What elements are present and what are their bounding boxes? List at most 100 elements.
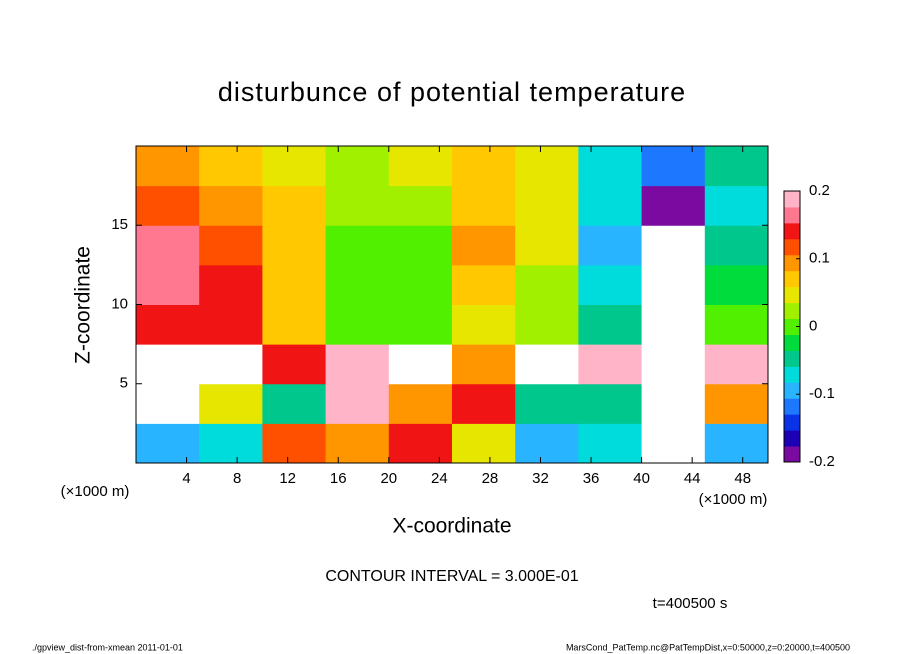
heatmap-cell: [452, 423, 516, 464]
heatmap-cell: [578, 225, 643, 266]
heatmap: [136, 146, 769, 464]
y-unit: (×1000 m): [61, 483, 130, 500]
colorbar-segment: [784, 398, 800, 415]
heatmap-cell: [388, 304, 453, 345]
heatmap-cell: [388, 423, 453, 464]
heatmap-cell: [515, 146, 579, 187]
x-tick-label: 32: [532, 470, 549, 487]
heatmap-cell: [704, 344, 769, 385]
heatmap-cell: [641, 264, 706, 305]
heatmap-cell: [641, 146, 706, 187]
colorbar-segment: [784, 270, 800, 288]
colorbar-segment: [784, 430, 800, 447]
footer-right: MarsCond_PatTemp.nc@PatTempDist,x=0:5000…: [566, 642, 850, 652]
heatmap-cell: [136, 423, 200, 464]
heatmap-cell: [199, 146, 263, 187]
heatmap-cell: [704, 185, 769, 226]
heatmap-cell: [388, 264, 453, 305]
x-axis-title: X-coordinate: [392, 515, 511, 538]
footer-left: ./gpview_dist-from-xmean 2011-01-01: [32, 642, 183, 652]
heatmap-cell: [452, 304, 516, 345]
heatmap-cell: [262, 225, 327, 266]
heatmap-cell: [452, 225, 516, 266]
colorbar-segment: [784, 334, 800, 351]
heatmap-cell: [641, 423, 706, 464]
heatmap-cell: [199, 185, 263, 226]
heatmap-cell: [136, 383, 200, 424]
colorbar-segment: [784, 191, 800, 208]
heatmap-cell: [262, 344, 327, 385]
heatmap-cell: [136, 185, 200, 226]
time-note: t=400500 s: [653, 595, 728, 612]
heatmap-cell: [704, 225, 769, 266]
colorbar-tick-label: 0: [809, 317, 817, 334]
x-tick-label: 24: [431, 470, 448, 487]
colorbar-segment: [784, 414, 800, 431]
heatmap-cell: [578, 383, 643, 424]
colorbar-tick-label: 0.2: [809, 182, 830, 199]
heatmap-cell: [325, 383, 390, 424]
heatmap-cell: [262, 423, 327, 464]
heatmap-cell: [136, 225, 200, 266]
heatmap-cell: [452, 383, 516, 424]
heatmap-cell: [578, 423, 643, 464]
x-tick-label: 44: [684, 470, 701, 487]
colorbar-segment: [784, 206, 800, 224]
heatmap-cell: [325, 185, 390, 226]
x-tick-label: 4: [182, 470, 190, 487]
y-tick-label: 15: [111, 216, 128, 233]
heatmap-cell: [452, 185, 516, 226]
colorbar-tick-label: -0.2: [809, 453, 835, 470]
heatmap-cell: [704, 304, 769, 345]
heatmap-cell: [704, 146, 769, 187]
colorbar-tick-label: -0.1: [809, 385, 835, 402]
heatmap-cell: [641, 304, 706, 345]
heatmap-cell: [641, 383, 706, 424]
heatmap-cell: [515, 304, 579, 345]
heatmap-cell: [452, 264, 516, 305]
heatmap-cell: [452, 146, 516, 187]
heatmap-cell: [641, 344, 706, 385]
colorbar-segment: [784, 302, 800, 320]
colorbar-segment: [784, 254, 800, 272]
heatmap-cell: [262, 146, 327, 187]
heatmap-cell: [578, 146, 643, 187]
colorbar-segment: [784, 238, 800, 256]
x-tick-label: 28: [482, 470, 499, 487]
heatmap-cell: [199, 264, 263, 305]
heatmap-cell: [578, 185, 643, 226]
heatmap-cell: [578, 264, 643, 305]
heatmap-cell: [199, 304, 263, 345]
heatmap-cell: [452, 344, 516, 385]
heatmap-cell: [325, 344, 390, 385]
heatmap-cell: [199, 383, 263, 424]
heatmap-cell: [199, 423, 263, 464]
heatmap-cell: [136, 344, 200, 385]
heatmap-cell: [199, 344, 263, 385]
heatmap-cell: [388, 146, 453, 187]
y-tick-label: 5: [120, 375, 128, 392]
heatmap-cell: [388, 383, 453, 424]
heatmap-cell: [578, 304, 643, 345]
heatmap-cell: [325, 304, 390, 345]
colorbar-segment: [784, 446, 800, 463]
heatmap-cell: [641, 225, 706, 266]
heatmap-cell: [325, 264, 390, 305]
x-tick-label: 48: [734, 470, 751, 487]
heatmap-cell: [704, 423, 769, 464]
x-tick-label: 20: [380, 470, 397, 487]
colorbar-segment: [784, 350, 800, 367]
chart-title: disturbunce of potential temperature: [218, 77, 686, 107]
heatmap-cell: [515, 344, 579, 385]
contour-note: CONTOUR INTERVAL = 3.000E-01: [325, 568, 578, 585]
y-tick-label: 10: [111, 295, 128, 312]
heatmap-cell: [325, 146, 390, 187]
x-tick-label: 12: [279, 470, 296, 487]
heatmap-cell: [199, 225, 263, 266]
colorbar-segment: [784, 222, 800, 240]
colorbar-tick-label: 0.1: [809, 250, 830, 267]
heatmap-cell: [515, 423, 579, 464]
x-tick-label: 36: [583, 470, 600, 487]
heatmap-cell: [388, 225, 453, 266]
